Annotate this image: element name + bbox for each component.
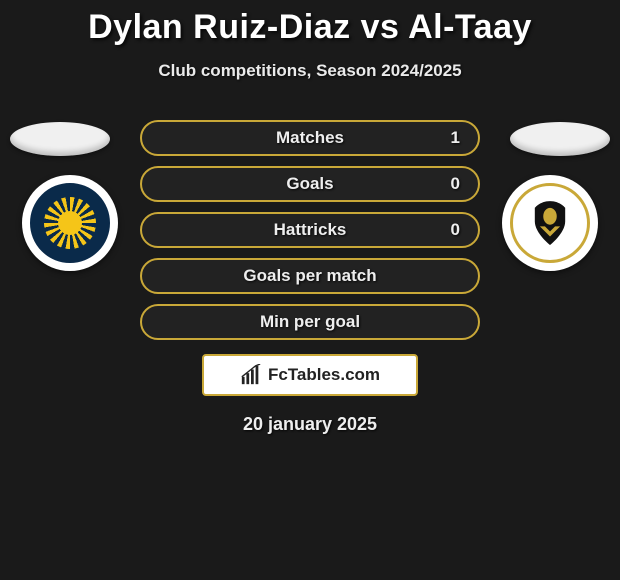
stat-value-right: 0 [451, 220, 460, 240]
brand-text: FcTables.com [268, 365, 380, 385]
snapshot-date: 20 january 2025 [0, 414, 620, 435]
club-badge-right [502, 175, 598, 271]
stat-label: Hattricks [142, 220, 478, 240]
wellington-phoenix-badge-icon [510, 183, 590, 263]
subtitle: Club competitions, Season 2024/2025 [0, 61, 620, 81]
stat-row: Hattricks 0 [140, 212, 480, 248]
stats-table: Matches 1 Goals 0 Hattricks 0 Goals per … [140, 120, 480, 350]
stat-row: Min per goal [140, 304, 480, 340]
club-badge-left [22, 175, 118, 271]
stat-label: Matches [142, 128, 478, 148]
stat-value-right: 1 [451, 128, 460, 148]
stat-label: Goals [142, 174, 478, 194]
stat-row: Matches 1 [140, 120, 480, 156]
player-right-portrait-placeholder [510, 122, 610, 156]
stat-row: Goals per match [140, 258, 480, 294]
stat-label: Min per goal [142, 312, 478, 332]
stat-value-right: 0 [451, 174, 460, 194]
page-title: Dylan Ruiz-Diaz vs Al-Taay [0, 0, 620, 47]
player-left-portrait-placeholder [10, 122, 110, 156]
bar-chart-icon [240, 364, 262, 386]
brand-attribution[interactable]: FcTables.com [202, 354, 418, 396]
stat-row: Goals 0 [140, 166, 480, 202]
stat-label: Goals per match [142, 266, 478, 286]
mariners-badge-icon [30, 183, 110, 263]
